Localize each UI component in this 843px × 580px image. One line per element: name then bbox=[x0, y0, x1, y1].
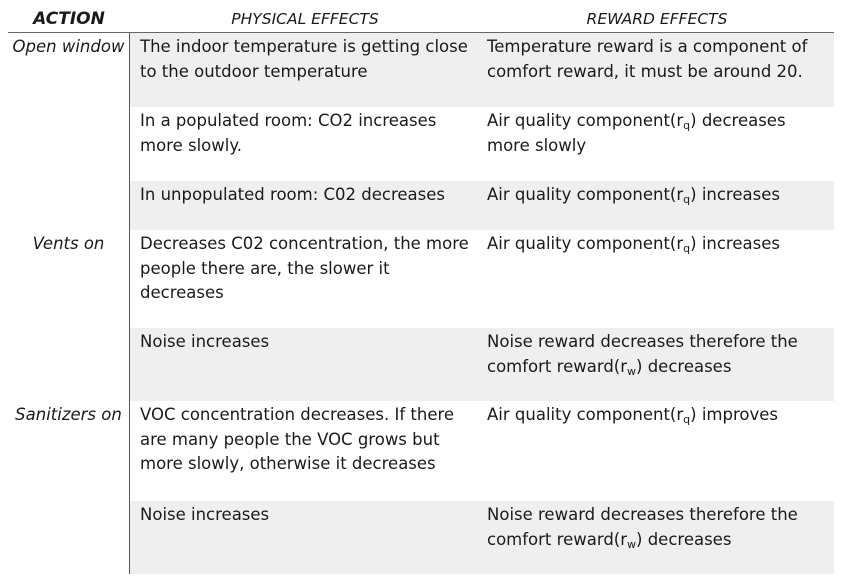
reward-text: Air quality component(r bbox=[487, 234, 684, 253]
table-row: Noise increases Noise reward decreases t… bbox=[8, 501, 834, 574]
reward-text: ) decreases bbox=[636, 529, 732, 549]
table-row: In unpopulated room: C02 decreases Air q… bbox=[8, 181, 834, 230]
action-cell: Open window bbox=[8, 33, 130, 107]
reward-text: ) decreases more slowly bbox=[487, 111, 786, 155]
physical-effect-cell: In a populated room: CO2 increases more … bbox=[140, 111, 437, 155]
physical-effect-cell: Decreases C02 concentration, the more pe… bbox=[140, 234, 469, 302]
reward-effect-cell: Air quality component(rq) decreases more… bbox=[479, 107, 834, 181]
reward-text: Noise reward decreases therefore the com… bbox=[487, 505, 798, 549]
physical-effect-cell: VOC concentration decreases. If there ar… bbox=[140, 405, 455, 473]
action-cell: Sanitizers on bbox=[8, 401, 130, 501]
physical-effect-cell: In unpopulated room: C02 decreases bbox=[130, 181, 479, 230]
physical-effect-cell: Noise increases bbox=[130, 328, 479, 401]
table-row: Sanitizers on VOC concentration decrease… bbox=[8, 401, 834, 501]
table-row: In a populated room: CO2 increases more … bbox=[8, 107, 834, 181]
reward-subscript: q bbox=[683, 242, 691, 255]
table-header: ACTION PHYSICAL EFFECTS REWARD EFFECTS bbox=[8, 6, 834, 33]
effects-table: ACTION PHYSICAL EFFECTS REWARD EFFECTS O… bbox=[8, 6, 834, 574]
reward-effect-cell: Air quality component(rq) increases bbox=[479, 230, 834, 328]
header-physical-effects: PHYSICAL EFFECTS bbox=[231, 10, 379, 28]
action-cell bbox=[8, 181, 130, 230]
header-reward-effects: REWARD EFFECTS bbox=[586, 10, 728, 28]
reward-subscript: q bbox=[683, 193, 691, 206]
reward-subscript: q bbox=[683, 413, 691, 426]
reward-text: Air quality component(r bbox=[487, 405, 684, 424]
reward-text: Air quality component(r bbox=[487, 185, 684, 204]
reward-text: Air quality component(r bbox=[487, 111, 684, 130]
reward-text: ) increases bbox=[690, 185, 780, 204]
action-cell: Vents on bbox=[8, 230, 130, 328]
reward-effect-cell: Air quality component(rq) improves bbox=[479, 401, 834, 501]
action-cell bbox=[8, 328, 130, 401]
reward-text: ) decreases bbox=[636, 356, 732, 376]
header-action: ACTION bbox=[33, 9, 105, 29]
table-body: Open window The indoor temperature is ge… bbox=[8, 33, 834, 574]
action-cell bbox=[8, 501, 130, 574]
reward-text: Noise reward decreases therefore the com… bbox=[487, 332, 798, 376]
physical-effect-cell: Noise increases bbox=[130, 501, 479, 574]
reward-subscript: w bbox=[627, 364, 637, 378]
table-row: Open window The indoor temperature is ge… bbox=[8, 33, 834, 107]
reward-effect-cell: Noise reward decreases therefore the com… bbox=[479, 501, 834, 574]
reward-text: ) improves bbox=[690, 405, 778, 424]
reward-subscript: q bbox=[683, 119, 691, 132]
reward-effect-cell: Noise reward decreases therefore the com… bbox=[479, 328, 834, 401]
physical-effect-cell: The indoor temperature is getting close … bbox=[130, 33, 479, 107]
action-cell bbox=[8, 107, 130, 181]
table-row: Vents on Decreases C02 concentration, th… bbox=[8, 230, 834, 328]
reward-subscript: w bbox=[627, 537, 637, 551]
reward-effect-cell: Temperature reward is a component of com… bbox=[479, 33, 834, 107]
reward-effect-cell: Air quality component(rq) increases bbox=[479, 181, 834, 230]
reward-text: ) increases bbox=[690, 234, 780, 253]
table-row: Noise increases Noise reward decreases t… bbox=[8, 328, 834, 401]
